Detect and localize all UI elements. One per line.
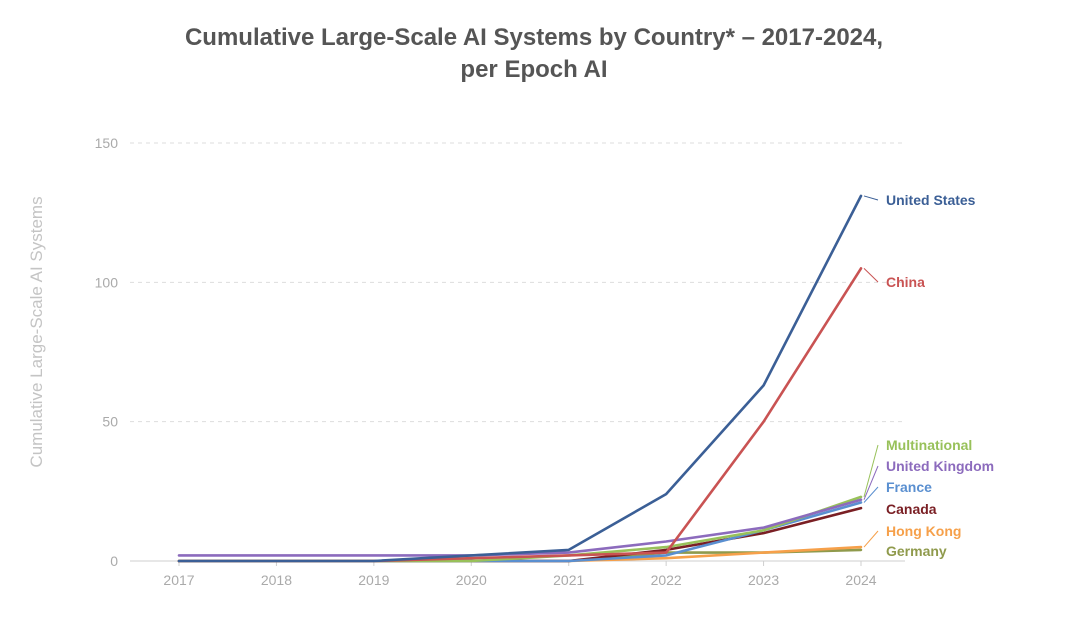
legend-label-hong-kong: Hong Kong [886, 523, 961, 539]
x-tick-label-2024: 2024 [845, 572, 876, 588]
x-tick-label-2018: 2018 [261, 572, 292, 588]
y-tick-label-100: 100 [95, 274, 119, 290]
y-tick-label-0: 0 [110, 553, 118, 569]
legend-label-france: France [886, 479, 932, 495]
legend-label-united-kingdom: United Kingdom [886, 458, 994, 474]
legend-leader-france [863, 486, 879, 503]
legend-label-canada: Canada [886, 501, 937, 517]
x-tick-label-2022: 2022 [651, 572, 682, 588]
legend-label-multinational: Multinational [886, 437, 972, 453]
legend-leader-united-kingdom [863, 465, 879, 500]
legend-leader-lines [863, 195, 879, 548]
legend-label-united-states: United States [886, 192, 976, 208]
x-tick-label-2021: 2021 [553, 572, 584, 588]
series-line-united-states [177, 194, 863, 563]
y-axis-ticks: 0 50 100 150 [95, 135, 119, 569]
legend: United States China Multinational United Ki… [886, 192, 994, 559]
chart-title-line-2: per Epoch AI [460, 56, 608, 83]
chart-title-line-1: Cumulative Large-Scale AI Systems by Cou… [184, 24, 884, 51]
chart-title: Cumulative Large-Scale AI Systems by Cou… [0, 22, 1068, 86]
y-axis-label: Cumulative Large-Scale AI Systems [27, 196, 46, 467]
y-tick-label-150: 150 [95, 135, 119, 151]
x-axis-ticks: 2017 2018 2019 2020 2021 2022 2023 2024 [163, 561, 877, 588]
x-tick-label-2020: 2020 [456, 572, 487, 588]
legend-leader-multinational [863, 444, 879, 498]
y-tick-label-50: 50 [102, 414, 118, 430]
series-lines [177, 194, 863, 563]
legend-label-germany: Germany [886, 543, 947, 559]
gridlines [130, 142, 905, 562]
legend-leader-china [863, 268, 879, 283]
x-tick-label-2017: 2017 [163, 572, 194, 588]
legend-leader-united-states [863, 195, 879, 201]
x-tick-label-2019: 2019 [358, 572, 389, 588]
series-line-china [177, 267, 863, 563]
series-line-united-kingdom [177, 498, 863, 557]
x-tick-label-2023: 2023 [748, 572, 779, 588]
legend-label-china: China [886, 274, 925, 290]
legend-leader-hong-kong [863, 530, 879, 548]
